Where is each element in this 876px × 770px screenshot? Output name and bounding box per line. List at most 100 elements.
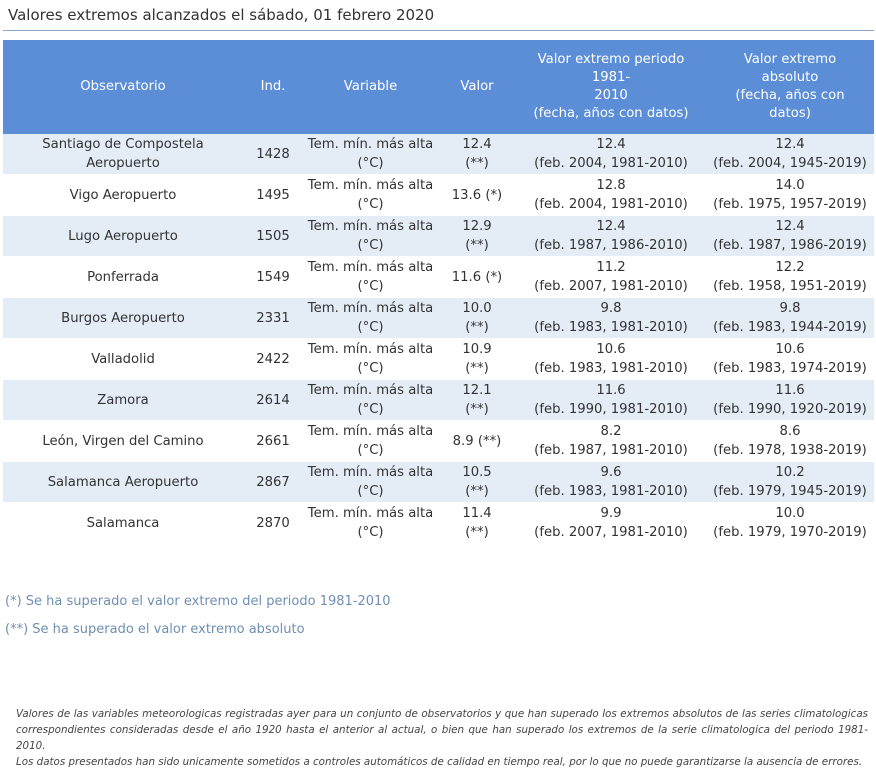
cell-variable-line: Tem. mín. más alta <box>307 137 434 152</box>
table-body: Santiago de Compostela Aeropuerto 1428 Tem.… <box>3 134 874 544</box>
cell-variable: Tem. mín. más alta (°C) <box>303 174 438 216</box>
cell-variable-line: (°C) <box>357 443 384 458</box>
cell-absoluto-line: (feb. 1979, 1970-2019) <box>713 525 867 540</box>
cell-valor-line: 12.9 <box>462 219 492 234</box>
cell-valor-line: 11.6 (*) <box>451 269 503 285</box>
cell-ind: 2614 <box>243 379 303 421</box>
table-row: Zamora 2614 Tem. mín. más alta (°C) 12.1 (**)… <box>3 379 874 421</box>
title-divider <box>3 30 874 31</box>
cell-periodo-line: 9.8 <box>600 301 622 316</box>
cell-variable: Tem. mín. más alta (°C) <box>303 215 438 257</box>
cell-observatorio: Burgos Aeropuerto <box>3 297 243 339</box>
cell-periodo-line: (feb. 1987, 1986-2010) <box>534 238 688 253</box>
cell-observatorio-line: Salamanca Aeropuerto <box>47 474 199 490</box>
cell-absoluto-line: (feb. 1975, 1957-2019) <box>713 197 867 212</box>
cell-absoluto: 10.6 (feb. 1983, 1974-2019) <box>706 338 874 380</box>
cell-valor-line: (**) <box>465 402 489 417</box>
cell-variable-line: Tem. mín. más alta <box>307 383 434 398</box>
cell-variable: Tem. mín. más alta (°C) <box>303 420 438 462</box>
cell-absoluto-line: 9.8 <box>779 301 801 316</box>
cell-variable-line: (°C) <box>357 525 384 540</box>
note-double-asterisk: (**) Se ha superado el valor extremo abs… <box>5 622 305 637</box>
cell-valor-line: 10.0 <box>462 301 492 316</box>
cell-absoluto-line: 11.6 <box>775 383 805 398</box>
cell-variable: Tem. mín. más alta (°C) <box>303 338 438 380</box>
cell-variable-line: (°C) <box>357 197 384 212</box>
cell-absoluto-line: 10.0 <box>775 506 805 521</box>
cell-observatorio: León, Virgen del Camino <box>3 420 243 462</box>
cell-observatorio-line: Salamanca <box>86 515 160 531</box>
cell-valor-line: 12.4 <box>462 137 492 152</box>
table-row: Salamanca 2870 Tem. mín. más alta (°C) 11.4 (… <box>3 502 874 544</box>
cell-periodo-line: (feb. 1983, 1981-2010) <box>534 361 688 376</box>
cell-absoluto-line: 8.6 <box>779 424 801 439</box>
cell-periodo: 9.6 (feb. 1983, 1981-2010) <box>516 461 706 503</box>
cell-absoluto: 14.0 (feb. 1975, 1957-2019) <box>706 174 874 216</box>
cell-periodo: 12.8 (feb. 2004, 1981-2010) <box>516 174 706 216</box>
cell-variable-line: Tem. mín. más alta <box>307 301 434 316</box>
cell-periodo-line: 10.6 <box>596 342 626 357</box>
table-row: Vigo Aeropuerto 1495 Tem. mín. más alta (°C… <box>3 174 874 216</box>
header-periodo-line3: (fecha, años con datos) <box>533 106 689 121</box>
cell-observatorio: Vigo Aeropuerto <box>3 174 243 216</box>
disclaimer: Valores de las variables meteorologicas … <box>16 706 868 770</box>
disclaimer-line3: Los datos presentados han sido unicament… <box>16 756 863 768</box>
cell-variable-line: Tem. mín. más alta <box>307 465 434 480</box>
cell-valor: 11.6 (*) <box>438 256 516 298</box>
header-valor: Valor <box>438 40 516 134</box>
cell-absoluto: 9.8 (feb. 1983, 1944-2019) <box>706 297 874 339</box>
cell-absoluto-line: (feb. 1983, 1974-2019) <box>713 361 867 376</box>
cell-absoluto-line: (feb. 1983, 1944-2019) <box>713 320 867 335</box>
cell-valor-line: 12.1 <box>462 383 492 398</box>
cell-absoluto: 10.2 (feb. 1979, 1945-2019) <box>706 461 874 503</box>
cell-observatorio: Zamora <box>3 379 243 421</box>
header-periodo-line2: 2010 <box>594 88 628 103</box>
header-observatorio-label: Observatorio <box>80 79 166 94</box>
note-single-asterisk: (*) Se ha superado el valor extremo del … <box>5 594 391 609</box>
cell-periodo-line: (feb. 2007, 1981-2010) <box>534 279 688 294</box>
cell-periodo-line: (feb. 1983, 1981-2010) <box>534 320 688 335</box>
cell-periodo: 12.4 (feb. 2004, 1981-2010) <box>516 134 706 175</box>
cell-variable: Tem. mín. más alta (°C) <box>303 134 438 175</box>
table-row: León, Virgen del Camino 2661 Tem. mín. más… <box>3 420 874 462</box>
cell-periodo-line: (feb. 2004, 1981-2010) <box>534 156 688 171</box>
cell-variable: Tem. mín. más alta (°C) <box>303 297 438 339</box>
cell-ind: 1549 <box>243 256 303 298</box>
cell-periodo-line: (feb. 2007, 1981-2010) <box>534 525 688 540</box>
cell-observatorio: Ponferrada <box>3 256 243 298</box>
cell-valor-line: (**) <box>465 320 489 335</box>
cell-ind: 1428 <box>243 134 303 175</box>
header-periodo-line1: Valor extremo periodo 1981- <box>537 52 685 85</box>
cell-absoluto: 10.0 (feb. 1979, 1970-2019) <box>706 502 874 544</box>
cell-variable: Tem. mín. más alta (°C) <box>303 502 438 544</box>
header-absoluto-line1: Valor extremo <box>743 52 837 67</box>
table-row: Valladolid 2422 Tem. mín. más alta (°C) 10.9… <box>3 338 874 380</box>
cell-valor-line: (**) <box>465 156 489 171</box>
header-absoluto-line2: absoluto <box>761 70 819 85</box>
cell-valor: 12.9 (**) <box>438 215 516 257</box>
cell-observatorio-line: Zamora <box>97 392 149 408</box>
disclaimer-line2: correspondientes consideradas desde el a… <box>16 724 868 752</box>
cell-valor: 8.9 (**) <box>438 420 516 462</box>
cell-periodo: 11.6 (feb. 1990, 1981-2010) <box>516 379 706 421</box>
cell-periodo-line: 12.8 <box>596 178 626 193</box>
table-row: Ponferrada 1549 Tem. mín. más alta (°C) 11.6… <box>3 256 874 298</box>
cell-observatorio-line: Burgos Aeropuerto <box>61 310 185 326</box>
cell-variable: Tem. mín. más alta (°C) <box>303 461 438 503</box>
cell-absoluto-line: (feb. 1987, 1986-2019) <box>713 238 867 253</box>
disclaimer-line1: Valores de las variables meteorologicas … <box>16 708 868 720</box>
header-valor-label: Valor <box>460 79 494 94</box>
cell-absoluto-line: (feb. 1979, 1945-2019) <box>713 484 867 499</box>
cell-periodo-line: (feb. 2004, 1981-2010) <box>534 197 688 212</box>
cell-observatorio: Valladolid <box>3 338 243 380</box>
cell-periodo-line: 11.2 <box>596 260 626 275</box>
cell-absoluto: 12.4 (feb. 2004, 1945-2019) <box>706 134 874 175</box>
extremes-table: Observatorio Ind. Variable Valor Valor e… <box>3 40 874 544</box>
title-bar: Valores extremos alcanzados el sábado, 0… <box>0 0 876 31</box>
cell-variable-line: (°C) <box>357 320 384 335</box>
cell-valor: 13.6 (*) <box>438 174 516 216</box>
cell-valor-line: (**) <box>465 361 489 376</box>
cell-periodo: 9.9 (feb. 2007, 1981-2010) <box>516 502 706 544</box>
cell-absoluto-line: 14.0 <box>775 178 805 193</box>
header-observatorio: Observatorio <box>3 40 243 134</box>
